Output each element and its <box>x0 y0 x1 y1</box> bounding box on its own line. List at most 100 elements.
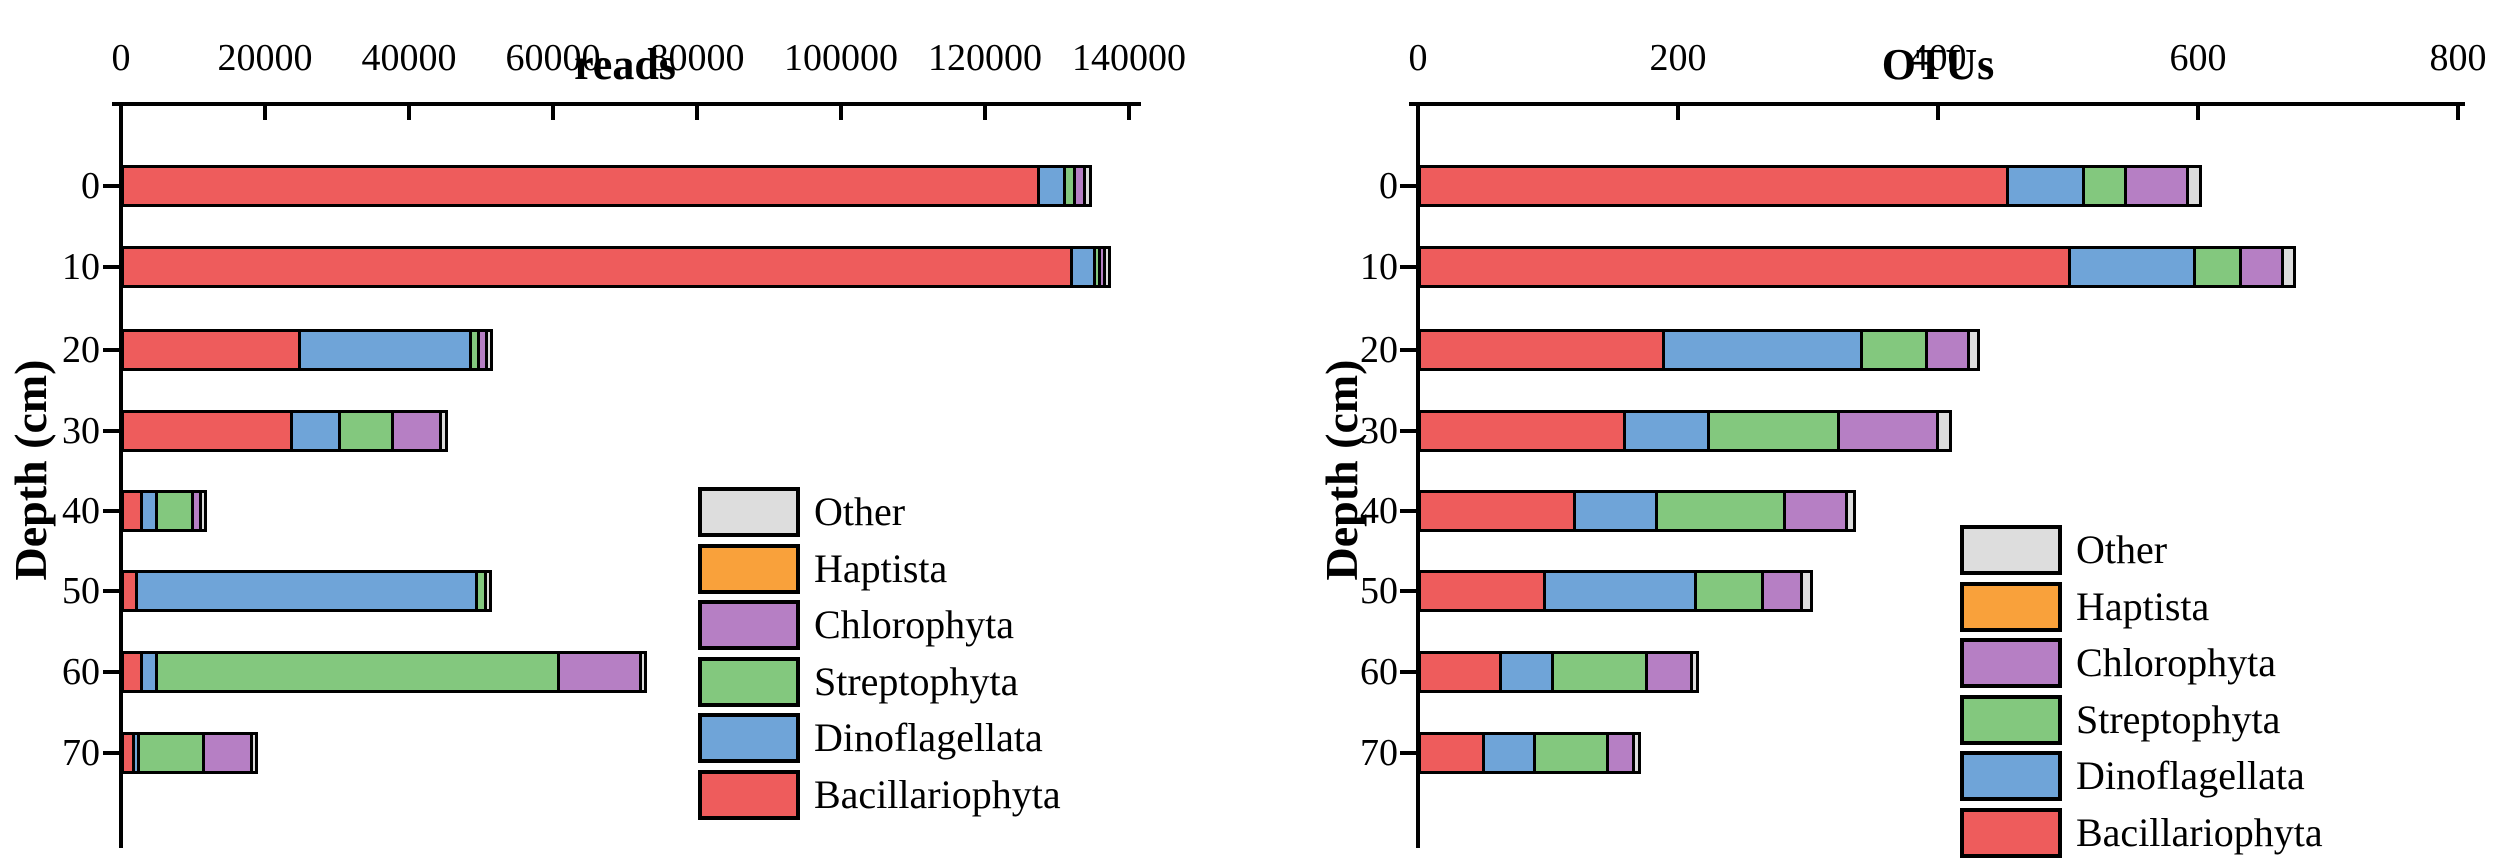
bar-segment-streptophyta <box>1707 410 1840 452</box>
bar-segment-other <box>1936 410 1952 452</box>
chart-title-reads: reads <box>574 39 676 89</box>
bar-segment-streptophyta <box>1694 570 1764 612</box>
legend-label: Chlorophyta <box>814 602 1014 647</box>
legend-item-other: Other <box>1960 525 2167 575</box>
x-tick-label: 400 <box>1909 37 1967 79</box>
legend-swatch-streptophyta <box>1960 695 2062 745</box>
bar-segment-chlorophyta <box>1925 329 1970 371</box>
legend-swatch-bacillariophyta <box>698 770 800 820</box>
y-tick <box>103 429 121 433</box>
y-tick-label: 30 <box>1360 410 1398 452</box>
y-tick-label: 40 <box>62 490 100 532</box>
legend-swatch-dinoflagellata <box>1960 751 2062 801</box>
x-tick-label: 20000 <box>217 37 313 79</box>
legend-label: Chlorophyta <box>2076 640 2276 685</box>
x-tick-label: 120000 <box>928 37 1042 79</box>
y-tick-label: 20 <box>1360 329 1398 371</box>
bar-segment-chlorophyta <box>202 732 253 774</box>
legend-item-other: Other <box>698 487 905 537</box>
bar-segment-other <box>1967 329 1980 371</box>
bar-segment-bacillariophyta <box>1418 246 2071 288</box>
bar-segment-other <box>1083 165 1092 207</box>
bar-segment-other <box>484 570 492 612</box>
y-tick <box>103 751 121 755</box>
bar-segment-dinoflagellata <box>1573 490 1658 532</box>
y-tick <box>1400 348 1418 352</box>
bar-segment-chlorophyta <box>1783 490 1848 532</box>
y-tick <box>103 670 121 674</box>
legend-item-dinoflagellata: Dinoflagellata <box>698 713 1043 763</box>
y-tick <box>103 589 121 593</box>
bar-segment-dinoflagellata <box>1499 651 1554 693</box>
legend-label: Dinoflagellata <box>814 715 1043 760</box>
bar-segment-streptophyta <box>155 651 560 693</box>
bar-segment-other <box>2186 165 2202 207</box>
bar-segment-other <box>199 490 207 532</box>
bar-segment-dinoflagellata <box>1543 570 1697 612</box>
bar-segment-bacillariophyta <box>1418 165 2009 207</box>
legend-item-bacillariophyta: Bacillariophyta <box>698 770 1061 820</box>
y-tick <box>1400 265 1418 269</box>
bar-segment-dinoflagellata <box>1037 165 1066 207</box>
x-tick <box>1936 106 1940 120</box>
legend-item-dinoflagellata: Dinoflagellata <box>1960 751 2305 801</box>
bar-segment-bacillariophyta <box>121 410 293 452</box>
y-tick-label: 60 <box>62 651 100 693</box>
bar-segment-streptophyta <box>1655 490 1786 532</box>
bar-segment-other <box>485 329 493 371</box>
y-tick <box>1400 429 1418 433</box>
x-tick <box>407 106 411 120</box>
bar-segment-bacillariophyta <box>1418 410 1626 452</box>
bar-segment-dinoflagellata <box>298 329 472 371</box>
y-tick <box>103 509 121 513</box>
bar-segment-other <box>1800 570 1813 612</box>
legend-label: Streptophyta <box>2076 697 2281 742</box>
bar-segment-streptophyta <box>1860 329 1928 371</box>
bar-segment-other <box>439 410 448 452</box>
x-tick-label: 40000 <box>361 37 457 79</box>
bar-segment-chlorophyta <box>2239 246 2284 288</box>
y-tick-label: 0 <box>1379 165 1398 207</box>
bar-segment-dinoflagellata <box>1662 329 1863 371</box>
x-tick <box>1416 106 1420 120</box>
bar-segment-chlorophyta <box>1761 570 1803 612</box>
x-tick <box>1676 106 1680 120</box>
bar-segment-streptophyta <box>338 410 394 452</box>
y-tick-label: 70 <box>62 732 100 774</box>
y-tick-label: 70 <box>1360 732 1398 774</box>
legend-item-haptista: Haptista <box>698 544 947 594</box>
x-axis-line <box>1409 102 2465 106</box>
x-tick-label: 800 <box>2429 37 2487 79</box>
legend-swatch-other <box>698 487 800 537</box>
bar-segment-bacillariophyta <box>1418 651 1502 693</box>
legend-swatch-streptophyta <box>698 657 800 707</box>
bar-segment-bacillariophyta <box>121 165 1040 207</box>
x-tick <box>119 106 123 120</box>
legend-label: Other <box>2076 527 2168 572</box>
bar-segment-other <box>1103 246 1111 288</box>
x-tick <box>695 106 699 120</box>
legend-swatch-haptista <box>698 544 800 594</box>
x-tick <box>839 106 843 120</box>
x-tick-label: 100000 <box>784 37 898 79</box>
x-tick <box>551 106 555 120</box>
bar-segment-dinoflagellata <box>1623 410 1710 452</box>
x-tick-label: 200 <box>1649 37 1707 79</box>
y-tick <box>1400 670 1418 674</box>
legend-label: Haptista <box>2076 584 2210 629</box>
y-tick-label: 50 <box>1360 570 1398 612</box>
y-tick <box>1400 589 1418 593</box>
y-tick-label: 0 <box>81 165 100 207</box>
bar-segment-other <box>639 651 647 693</box>
y-tick <box>103 265 121 269</box>
legend-item-chlorophyta: Chlorophyta <box>1960 638 2276 688</box>
y-tick <box>1400 184 1418 188</box>
legend-label: Haptista <box>814 546 948 591</box>
legend-item-bacillariophyta: Bacillariophyta <box>1960 808 2323 858</box>
legend-swatch-haptista <box>1960 582 2062 632</box>
bar-segment-dinoflagellata <box>290 410 341 452</box>
x-tick <box>2456 106 2460 120</box>
